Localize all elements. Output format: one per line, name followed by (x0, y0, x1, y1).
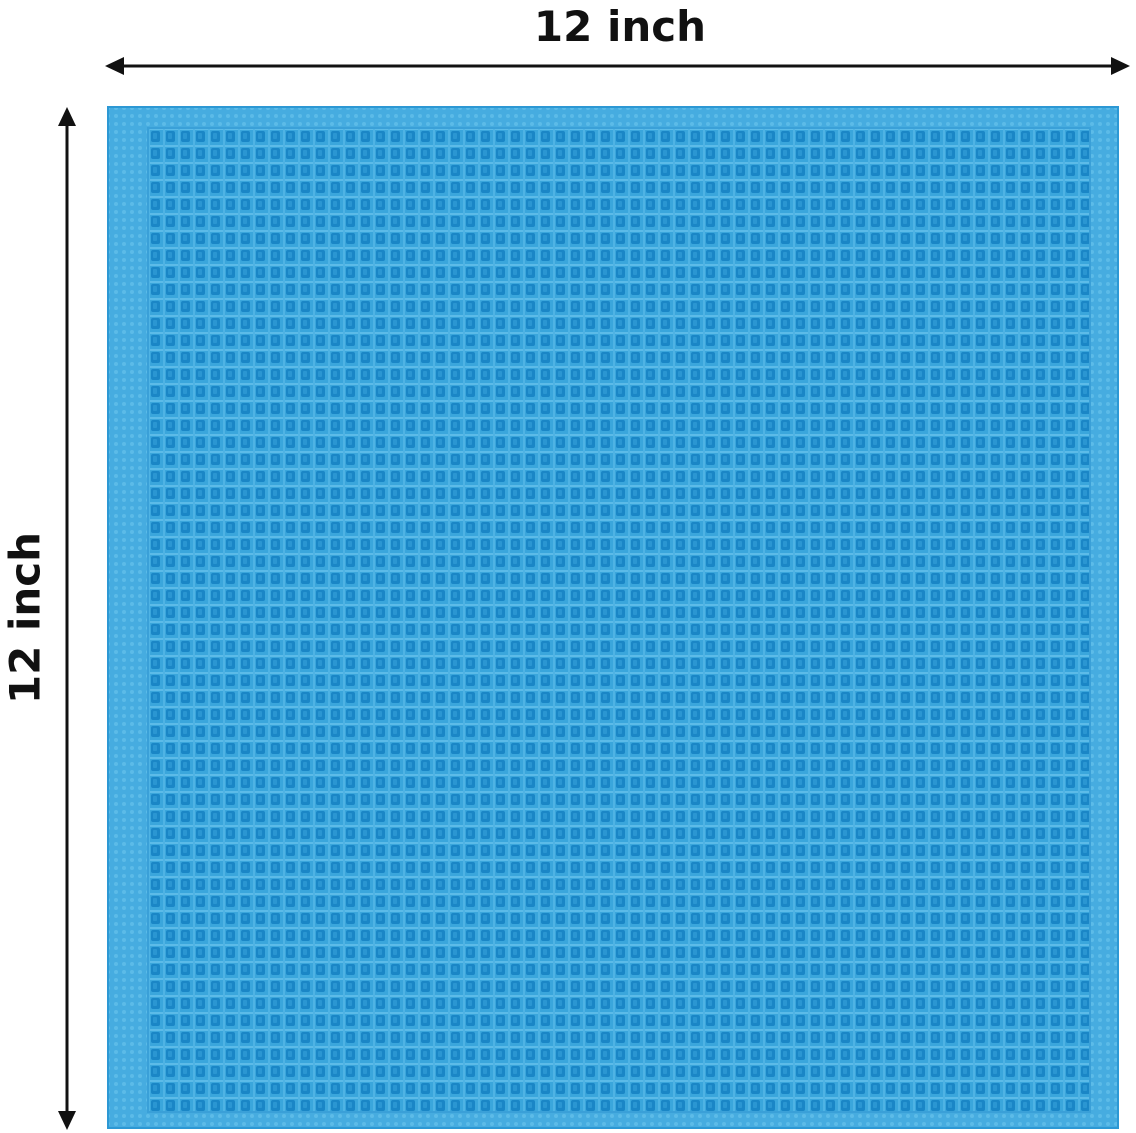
width-arrow-icon (105, 57, 1130, 75)
waffle-weave-area (148, 128, 1090, 1112)
height-arrow-icon (58, 107, 76, 1130)
width-dimension-label: 12 inch (533, 2, 707, 51)
cloth (107, 106, 1119, 1129)
